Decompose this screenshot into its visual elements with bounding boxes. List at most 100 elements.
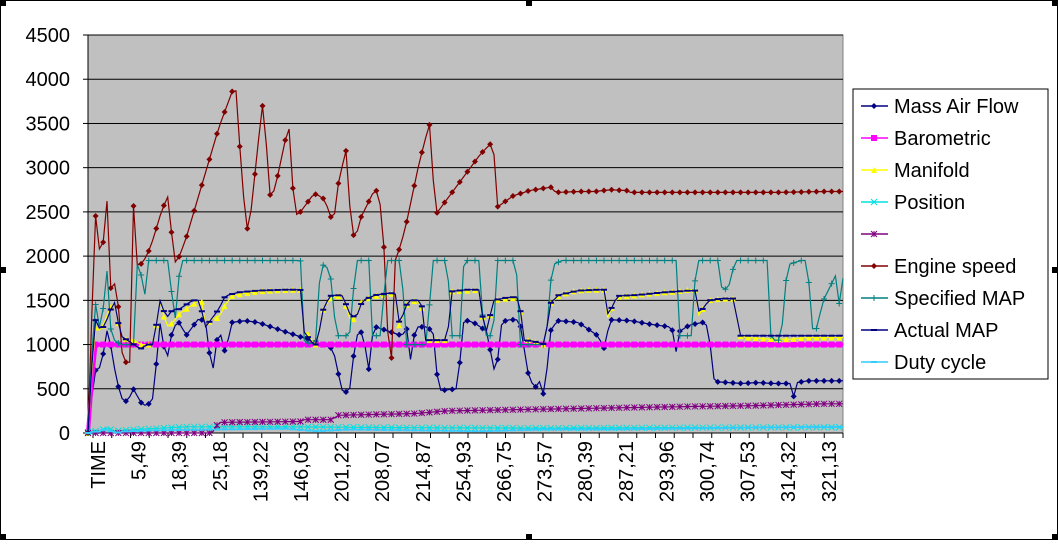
resize-handle-top-left[interactable] (0, 0, 6, 6)
series-6-point (350, 285, 357, 292)
series-0-point (350, 353, 357, 360)
series-1-point (221, 341, 228, 348)
series-5-point (153, 225, 160, 232)
series-2-point (783, 336, 790, 343)
series-4-point (213, 421, 221, 429)
series-0-point (259, 320, 266, 327)
series-1-point (471, 341, 478, 348)
series-5-point (729, 189, 736, 196)
series-5-point (646, 189, 653, 196)
series-1-point (380, 341, 387, 348)
series-6-point (259, 257, 266, 264)
resize-handle-left[interactable] (0, 267, 6, 273)
series-5-point (244, 225, 251, 232)
series-4-point (767, 401, 775, 409)
series-5-point (585, 188, 592, 195)
resize-handle-top-right[interactable] (1052, 0, 1058, 6)
series-4-point (410, 410, 418, 417)
series-1-point (100, 341, 107, 348)
series-1-point (396, 341, 403, 348)
series-0-point (767, 380, 774, 387)
series-7 (85, 288, 843, 434)
series-0-point (145, 400, 152, 407)
series-1-point (707, 341, 714, 348)
series-5-point (593, 188, 600, 195)
series-4-point (813, 400, 820, 408)
series-0-point (798, 378, 805, 385)
series-0-point (479, 325, 486, 332)
series-6-point (221, 257, 228, 264)
series-5-point (396, 246, 403, 253)
series-0-point (790, 393, 797, 400)
series-6-point (335, 332, 342, 339)
series-4-point (395, 410, 403, 418)
series-6-point (464, 257, 471, 264)
series-1-point (274, 341, 281, 348)
resize-handle-bottom-right[interactable] (1052, 534, 1058, 540)
series-6-point (783, 277, 790, 284)
series-6-point (714, 257, 721, 264)
x-tick-label: 293,96 (656, 441, 678, 502)
series-0-point (426, 325, 433, 332)
series-6-point (100, 305, 107, 312)
resize-handle-bottom[interactable] (526, 534, 532, 540)
series-1-point (593, 341, 600, 348)
resize-handle-top[interactable] (526, 0, 532, 6)
series-6-point (183, 257, 190, 264)
series-5-point (259, 102, 266, 109)
series-1-point (790, 341, 797, 348)
series-4-point (456, 407, 464, 415)
series-6-point (555, 259, 562, 266)
series-5-point (426, 121, 433, 128)
series-0-point (555, 317, 562, 324)
series-6-point (502, 257, 509, 264)
series-5-point (206, 156, 213, 163)
series-5-point (183, 233, 190, 240)
series-5-point (745, 189, 752, 196)
series-0-point (464, 317, 471, 324)
series-5-point (783, 189, 790, 196)
series-4-point (441, 407, 448, 415)
series-1-point (282, 341, 289, 348)
series-1-point (767, 341, 774, 348)
series-1-point (289, 341, 296, 348)
series-6-point (229, 257, 236, 264)
series-5-point (297, 208, 304, 215)
axes: 0 500 1000 1500 2000 2500 3000 3500 4000 4500 TIME… (26, 25, 844, 502)
series-0-point (449, 386, 456, 393)
series-6-point (274, 257, 281, 264)
series-6-point (92, 301, 99, 308)
series-0-point (411, 332, 418, 339)
resize-handle-bottom-left[interactable] (0, 534, 6, 540)
series-6-point (396, 257, 403, 264)
series-6-point (388, 257, 395, 264)
series-5-point (305, 198, 312, 205)
series-6-point (525, 341, 532, 348)
series-3-point (448, 424, 456, 432)
series-0-point (654, 322, 661, 329)
series-1-point (547, 341, 554, 348)
series-0-point (540, 390, 547, 397)
series-4-point (638, 404, 646, 411)
x-tick-label: 25,18 (210, 441, 232, 491)
legend-2-point (871, 167, 877, 173)
series-0-point (828, 377, 835, 384)
series-4-point (661, 403, 669, 411)
series-1-point (805, 341, 812, 348)
series-4-point (577, 405, 585, 412)
y-tick-label: 0 (59, 423, 70, 445)
series-1-point (350, 341, 357, 348)
series-1-point (692, 341, 699, 348)
series-5-point (654, 189, 661, 196)
series-5-point (320, 195, 327, 202)
series-1-point (714, 341, 721, 348)
resize-handle-right[interactable] (1052, 267, 1058, 273)
series-5-point (380, 244, 387, 251)
series-6-point (578, 257, 585, 264)
series-0-point (441, 387, 448, 394)
series-1-point (623, 341, 630, 348)
series-5-point (570, 188, 577, 195)
series-6-point (168, 288, 175, 295)
series-1-point (206, 341, 213, 348)
